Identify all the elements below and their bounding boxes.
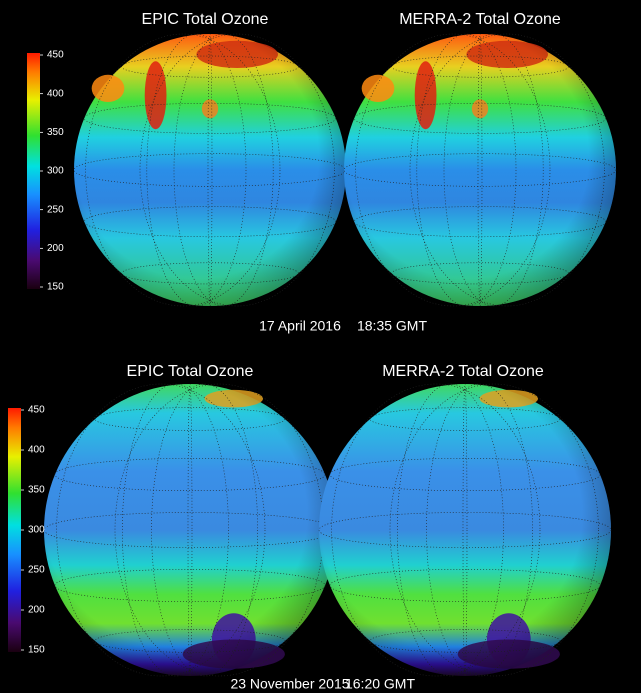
colorbar-tick-label: 300 — [28, 525, 45, 536]
time-label: 18:35 GMT — [357, 318, 427, 334]
content: EPIC Total Ozone MERRA-2 Total Ozone 450 40… — [8, 11, 617, 692]
globe — [73, 33, 347, 307]
colorbar-tick-label: 400 — [47, 88, 64, 99]
colorbar-tick-label: 350 — [28, 485, 45, 496]
date-label: 17 April 2016 — [259, 318, 341, 334]
colorbar-tick-label: 350 — [47, 127, 64, 138]
colorbar — [8, 408, 21, 652]
colorbar — [27, 53, 40, 289]
globe — [343, 33, 617, 307]
colorbar-tick-label: 450 — [28, 405, 45, 416]
panel-title: EPIC Total Ozone — [142, 11, 269, 28]
colorbar-tick-label: 200 — [47, 243, 64, 254]
colorbar-tick-label: 450 — [47, 50, 64, 61]
colorbar-tick-label: 150 — [47, 282, 64, 293]
colorbar-tick-label: 400 — [28, 445, 45, 456]
panel-title: MERRA-2 Total Ozone — [382, 363, 544, 380]
colorbar-tick-label: 150 — [28, 645, 45, 656]
graticule — [54, 458, 326, 492]
colorbar-tick-label: 300 — [47, 166, 64, 177]
globe-shade — [74, 34, 346, 306]
colorbar-tick-label: 250 — [47, 204, 64, 215]
globe-shade — [319, 384, 611, 676]
panel-title: EPIC Total Ozone — [127, 363, 254, 380]
date-label: 23 November 2015 — [230, 676, 349, 692]
globe-shade — [44, 384, 336, 676]
panel-title: MERRA-2 Total Ozone — [399, 11, 561, 28]
globe — [43, 383, 337, 677]
colorbar-tick-label: 200 — [28, 605, 45, 616]
colorbar-tick-label: 250 — [28, 565, 45, 576]
globe — [318, 383, 612, 677]
time-label: 16:20 GMT — [345, 676, 415, 692]
globe-shade — [344, 34, 616, 306]
